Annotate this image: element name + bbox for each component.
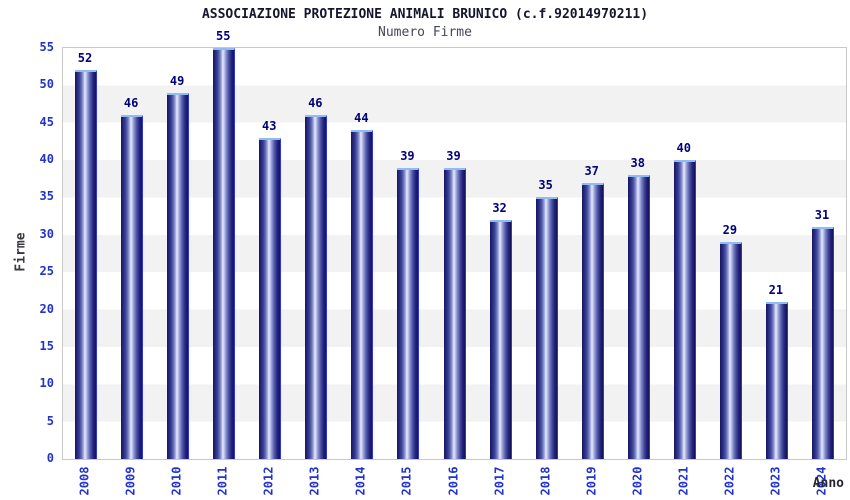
y-tick-55: 55 xyxy=(39,40,54,54)
chart-subtitle: Numero Firme xyxy=(378,25,472,40)
bar-2019 xyxy=(581,183,604,459)
value-label: 21 xyxy=(768,283,784,297)
value-label: 46 xyxy=(308,96,323,110)
bar-2015 xyxy=(397,168,420,459)
x-tick-2023: 2023 xyxy=(768,466,783,496)
y-tick-0: 0 xyxy=(46,451,54,465)
bar-2016 xyxy=(443,168,466,459)
value-label: 29 xyxy=(722,223,738,237)
y-tick-5: 5 xyxy=(46,413,54,428)
y-tick-25: 25 xyxy=(39,264,54,279)
bar-2023 xyxy=(765,302,788,459)
x-tick-2015: 2015 xyxy=(399,466,414,496)
y-tick-20: 20 xyxy=(39,301,54,316)
value-label: 39 xyxy=(446,149,461,163)
value-label: 35 xyxy=(538,178,553,192)
bar-2013 xyxy=(305,115,328,459)
bar-2014 xyxy=(351,130,374,459)
x-tick-2021: 2021 xyxy=(676,466,691,496)
value-label: 46 xyxy=(123,96,139,110)
x-tick-2022: 2022 xyxy=(722,466,737,496)
value-label: 43 xyxy=(262,119,277,133)
x-tick-2013: 2013 xyxy=(307,466,322,496)
value-label: 32 xyxy=(492,201,507,215)
x-tick-2012: 2012 xyxy=(261,466,276,496)
y-tick-15: 15 xyxy=(39,338,54,353)
x-axis-title: Anno xyxy=(812,476,844,491)
y-tick-30: 30 xyxy=(39,226,54,241)
value-label: 55 xyxy=(215,29,231,43)
x-tick-2019: 2019 xyxy=(584,466,599,496)
bar-2011 xyxy=(213,48,236,459)
x-tick-2009: 2009 xyxy=(123,466,138,496)
x-tick-2018: 2018 xyxy=(538,466,553,496)
x-tick-2016: 2016 xyxy=(446,466,460,496)
bar-2018 xyxy=(535,197,558,459)
chart-title: ASSOCIAZIONE PROTEZIONE ANIMALI BRUNICO … xyxy=(201,7,649,22)
bar-2009 xyxy=(121,115,144,459)
value-label: 37 xyxy=(584,164,599,178)
x-tick-2011: 2011 xyxy=(215,466,230,496)
y-tick-45: 45 xyxy=(39,114,54,129)
bar-2012 xyxy=(259,138,282,459)
value-label: 49 xyxy=(169,74,185,88)
bar-2024 xyxy=(811,227,834,459)
bar-2008 xyxy=(75,70,98,459)
bar-2010 xyxy=(167,93,190,459)
x-tick-2010: 2010 xyxy=(169,466,184,496)
x-tick-2020: 2020 xyxy=(630,466,645,496)
value-label: 52 xyxy=(77,51,93,65)
y-tick-10: 10 xyxy=(39,376,54,391)
bar-2020 xyxy=(627,175,650,459)
value-label: 44 xyxy=(354,111,369,125)
value-label: 39 xyxy=(400,149,415,163)
value-label: 40 xyxy=(676,141,692,155)
bar-2021 xyxy=(673,160,696,459)
value-label: 38 xyxy=(630,156,645,170)
y-tick-50: 50 xyxy=(39,77,54,92)
x-tick-2014: 2014 xyxy=(353,466,368,496)
bar-2017 xyxy=(489,220,512,459)
y-tick-35: 35 xyxy=(39,189,54,204)
y-tick-40: 40 xyxy=(39,152,54,167)
bar-2022 xyxy=(719,242,742,459)
x-tick-2008: 2008 xyxy=(77,466,92,496)
plot-area xyxy=(62,47,847,460)
x-tick-2017: 2017 xyxy=(492,466,507,496)
value-label: 31 xyxy=(814,208,830,222)
